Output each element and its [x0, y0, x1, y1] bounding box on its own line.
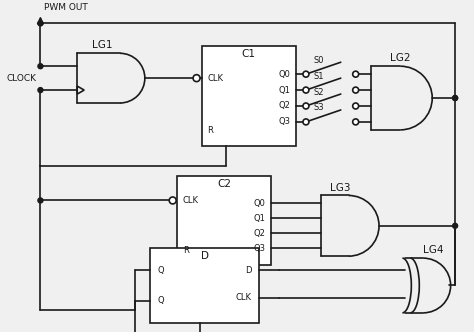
- Text: Q1: Q1: [278, 86, 290, 95]
- Text: D: D: [245, 266, 251, 275]
- Text: C2: C2: [217, 179, 231, 189]
- Circle shape: [303, 87, 309, 93]
- Circle shape: [38, 88, 43, 93]
- Text: C1: C1: [242, 49, 256, 59]
- Text: CLK: CLK: [208, 74, 223, 83]
- Text: Q2: Q2: [278, 102, 290, 111]
- Text: S0: S0: [314, 56, 324, 65]
- Circle shape: [38, 64, 43, 69]
- Circle shape: [453, 96, 457, 101]
- Bar: [177, 176, 271, 265]
- Text: CLK: CLK: [182, 196, 199, 205]
- Text: Q: Q: [158, 296, 164, 305]
- Text: LG2: LG2: [390, 53, 410, 63]
- Bar: [201, 46, 296, 146]
- Text: Q3: Q3: [278, 118, 290, 126]
- Text: Q: Q: [158, 266, 164, 275]
- Circle shape: [303, 103, 309, 109]
- Text: Q1: Q1: [253, 214, 265, 223]
- Circle shape: [303, 119, 309, 125]
- Text: PWM OUT: PWM OUT: [45, 3, 88, 12]
- Text: LG4: LG4: [423, 245, 444, 255]
- Circle shape: [453, 96, 457, 101]
- Circle shape: [353, 103, 359, 109]
- Text: Q3: Q3: [253, 244, 265, 253]
- Text: Q0: Q0: [253, 199, 265, 208]
- Circle shape: [38, 198, 43, 203]
- Text: S2: S2: [314, 88, 324, 97]
- Bar: [150, 248, 259, 323]
- Circle shape: [353, 71, 359, 77]
- Circle shape: [353, 119, 359, 125]
- Circle shape: [353, 87, 359, 93]
- Circle shape: [38, 21, 43, 26]
- Text: S1: S1: [314, 72, 324, 81]
- Text: CLOCK: CLOCK: [7, 74, 36, 83]
- Text: R: R: [208, 126, 213, 135]
- Text: LG1: LG1: [92, 40, 112, 50]
- Circle shape: [193, 75, 200, 82]
- Text: S3: S3: [314, 104, 325, 113]
- Text: D: D: [201, 251, 209, 261]
- Circle shape: [303, 71, 309, 77]
- Text: R: R: [182, 246, 189, 255]
- Text: CLK: CLK: [235, 293, 251, 302]
- Circle shape: [169, 197, 176, 204]
- Text: Q2: Q2: [253, 229, 265, 238]
- Text: Q0: Q0: [278, 70, 290, 79]
- Text: LG3: LG3: [330, 183, 351, 193]
- Circle shape: [453, 223, 457, 228]
